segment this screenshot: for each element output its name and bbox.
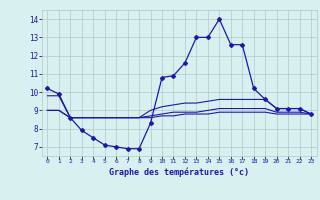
X-axis label: Graphe des températures (°c): Graphe des températures (°c): [109, 167, 249, 177]
